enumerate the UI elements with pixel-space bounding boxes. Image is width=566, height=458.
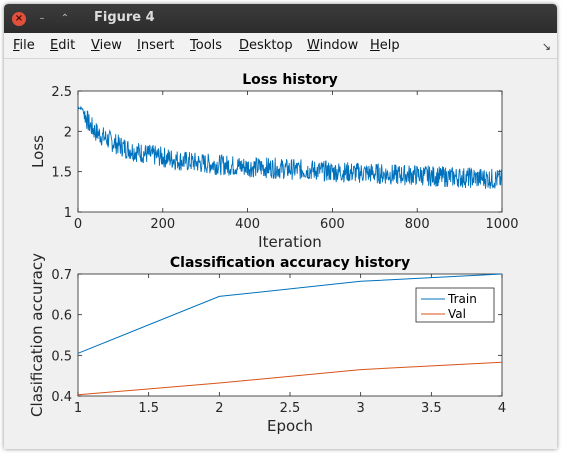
y-tick-label: 1.5: [51, 166, 72, 181]
close-icon[interactable]: ×: [12, 12, 26, 26]
y-tick-label: 0.6: [51, 309, 72, 324]
series-line-loss: [77, 105, 503, 189]
x-axis-label: Iteration: [258, 233, 322, 251]
chart-title: Classification accuracy history: [170, 255, 410, 271]
chart-title: Loss history: [242, 72, 338, 88]
x-tick-label: 1: [74, 401, 82, 416]
menu-view[interactable]: View: [91, 38, 122, 53]
menu-desktop[interactable]: Desktop: [239, 38, 293, 53]
y-axis-label: Clasification accuracy: [28, 253, 46, 417]
x-tick-label: 1000: [485, 217, 518, 232]
menu-help[interactable]: Help: [370, 38, 400, 53]
menu-window[interactable]: Window: [307, 38, 359, 53]
x-tick-label: 400: [235, 217, 260, 232]
minimize-icon[interactable]: –: [39, 13, 45, 24]
y-axis-label: Loss: [29, 135, 47, 168]
figure-window: × – ⌃ Figure 4 File Edit View Insert Too…: [4, 4, 557, 449]
x-tick-label: 600: [320, 217, 345, 232]
legend-box: [415, 287, 495, 323]
x-tick-label: 200: [150, 217, 175, 232]
legend-label: Train: [447, 292, 477, 306]
y-tick-label: 0.7: [51, 268, 72, 283]
y-tick-label: 0.5: [51, 349, 72, 364]
menu-tools[interactable]: Tools: [190, 38, 223, 53]
menu-insert[interactable]: Insert: [137, 38, 175, 53]
figure-canvas: Loss history 0 200 400 600 800 1000 1 1.5 2 2.5 Ite…: [4, 59, 557, 449]
x-tick-label: 800: [405, 217, 430, 232]
series-line-train: [77, 273, 503, 354]
x-axis-label: Epoch: [267, 417, 313, 435]
window-title: Figure 4: [94, 10, 155, 25]
legend-label: Val: [448, 307, 466, 321]
x-tick-label: 3.5: [421, 401, 442, 416]
axes-2: Classification accuracy history 1 1.5 2 2.5 3…: [28, 253, 506, 435]
figure-svg: Loss history 0 200 400 600 800 1000 1 1.5 2 2.5 Ite…: [28, 72, 519, 435]
x-tick-label: 2: [215, 401, 223, 416]
title-bar: × – ⌃ Figure 4: [4, 4, 557, 33]
menu-bar: File Edit View Insert Tools Desktop Wind…: [4, 33, 557, 59]
dock-arrow-icon[interactable]: ↘: [541, 40, 551, 53]
x-tick-label: 1.5: [138, 401, 159, 416]
x-tick-label: 0: [74, 217, 82, 232]
menu-file[interactable]: File: [13, 38, 35, 53]
x-tick-label: 2.5: [280, 401, 301, 416]
y-tick-label: 1: [64, 206, 72, 221]
series-line-val: [77, 361, 503, 396]
maximize-icon[interactable]: ⌃: [60, 13, 70, 24]
x-tick-label: 3: [357, 401, 365, 416]
y-tick-label: 0.4: [51, 390, 72, 405]
menu-edit[interactable]: Edit: [50, 38, 76, 53]
x-tick-label: 4: [498, 401, 506, 416]
axes-1: Loss history 0 200 400 600 800 1000 1 1.5 2 2.5 Ite…: [29, 72, 519, 251]
y-tick-label: 2: [64, 125, 72, 140]
y-tick-label: 2.5: [51, 85, 72, 100]
